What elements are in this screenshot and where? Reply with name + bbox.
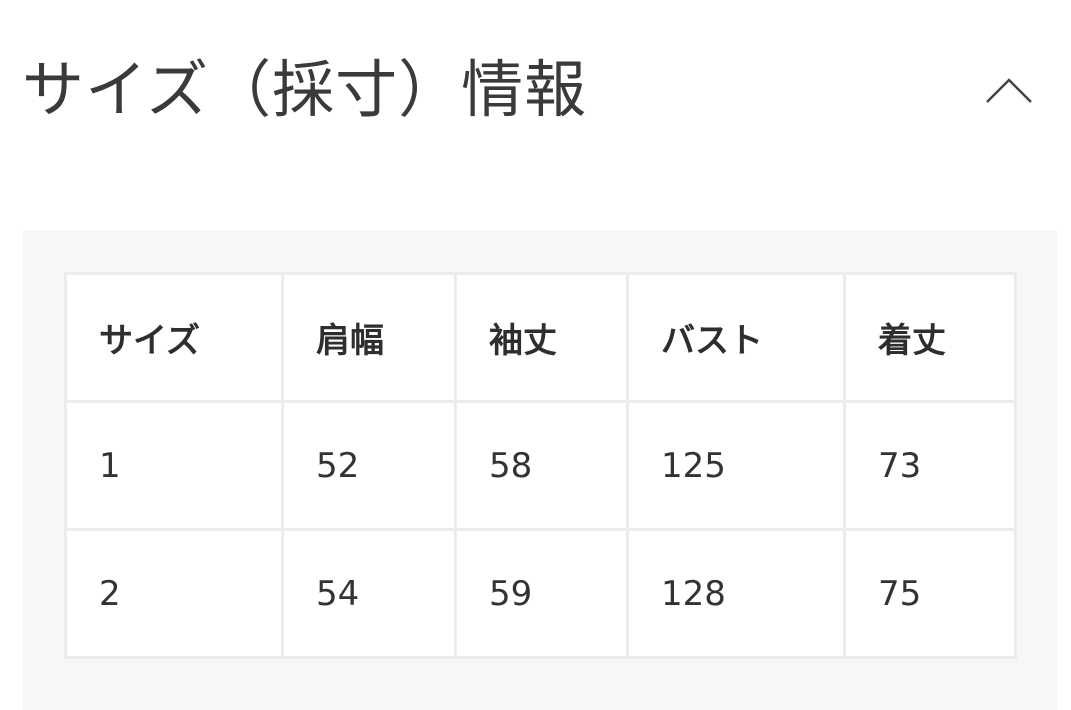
table-row: 1 52 58 125 73 — [67, 403, 1014, 528]
header-cell: サイズ — [67, 275, 281, 400]
table-cell: 75 — [846, 531, 1014, 656]
header-cell: 着丈 — [846, 275, 1014, 400]
size-info-panel: サイズ 肩幅 袖丈 バスト 着丈 1 52 58 125 73 2 54 59 … — [23, 230, 1057, 710]
table-cell: 54 — [284, 531, 454, 656]
table-header-row: サイズ 肩幅 袖丈 バスト 着丈 — [67, 275, 1014, 400]
table-cell: 128 — [629, 531, 843, 656]
table-cell: 125 — [629, 403, 843, 528]
table-cell: 52 — [284, 403, 454, 528]
table-cell: 2 — [67, 531, 281, 656]
header-cell: 袖丈 — [457, 275, 626, 400]
section-title: サイズ（採寸）情報 — [22, 53, 588, 126]
header-cell: バスト — [629, 275, 843, 400]
size-table: サイズ 肩幅 袖丈 バスト 着丈 1 52 58 125 73 2 54 59 … — [64, 272, 1017, 659]
table-cell: 1 — [67, 403, 281, 528]
table-cell: 58 — [457, 403, 626, 528]
table-cell: 73 — [846, 403, 1014, 528]
chevron-up-icon — [986, 78, 1032, 103]
table-cell: 59 — [457, 531, 626, 656]
collapse-toggle-button[interactable] — [984, 72, 1034, 108]
header-cell: 肩幅 — [284, 275, 454, 400]
table-row: 2 54 59 128 75 — [67, 531, 1014, 656]
